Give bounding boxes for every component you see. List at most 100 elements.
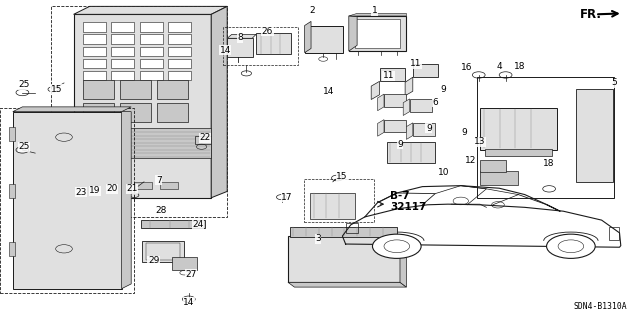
Text: 2: 2: [309, 6, 314, 15]
Text: 17: 17: [281, 193, 292, 202]
Text: 24: 24: [193, 220, 204, 229]
Bar: [310, 193, 355, 219]
Bar: [485, 149, 552, 156]
Text: 7: 7: [156, 176, 161, 185]
Polygon shape: [406, 123, 413, 139]
Bar: [83, 71, 106, 80]
Bar: [157, 103, 188, 122]
Text: 10: 10: [438, 168, 449, 177]
Text: 27: 27: [185, 270, 196, 279]
Bar: [9, 242, 15, 256]
Polygon shape: [227, 34, 256, 38]
Polygon shape: [288, 282, 406, 287]
Text: SDN4-B1310A: SDN4-B1310A: [573, 302, 627, 311]
Bar: [134, 182, 152, 189]
Text: 26: 26: [262, 27, 273, 36]
Text: FR.: FR.: [580, 8, 602, 21]
Text: 15: 15: [51, 85, 62, 94]
Bar: [349, 16, 406, 51]
Text: 28: 28: [156, 206, 167, 215]
Text: 16: 16: [461, 63, 473, 72]
Bar: [304, 179, 374, 222]
Text: 9: 9: [440, 85, 445, 94]
Bar: [120, 80, 151, 99]
Text: B-7
32117: B-7 32117: [390, 191, 427, 212]
Bar: [223, 27, 298, 65]
Bar: [413, 123, 435, 136]
Text: 23: 23: [75, 188, 86, 197]
Bar: [140, 71, 163, 80]
Bar: [111, 22, 134, 32]
Text: 6: 6: [433, 98, 438, 107]
Polygon shape: [74, 6, 227, 14]
Bar: [288, 236, 400, 282]
Text: 25: 25: [19, 142, 30, 151]
Text: 1: 1: [372, 6, 377, 15]
Text: 9: 9: [461, 128, 467, 137]
Bar: [355, 19, 400, 48]
Text: 13: 13: [474, 137, 486, 146]
Bar: [387, 142, 435, 163]
Text: 22: 22: [199, 133, 211, 142]
Text: 9: 9: [426, 124, 431, 133]
Polygon shape: [211, 6, 227, 198]
Bar: [168, 59, 191, 68]
Text: 29: 29: [148, 256, 159, 265]
Bar: [256, 33, 291, 54]
Bar: [77, 128, 211, 158]
Text: 21: 21: [126, 184, 138, 193]
Bar: [109, 182, 127, 189]
Bar: [13, 112, 122, 289]
Text: 25: 25: [19, 80, 30, 89]
Bar: [305, 26, 343, 53]
Bar: [160, 182, 178, 189]
Bar: [74, 14, 211, 198]
Bar: [9, 127, 15, 141]
Polygon shape: [403, 99, 410, 115]
Bar: [384, 120, 406, 132]
Bar: [410, 99, 432, 112]
Bar: [83, 182, 101, 189]
Polygon shape: [378, 94, 384, 111]
Bar: [120, 103, 151, 122]
Bar: [168, 34, 191, 44]
Polygon shape: [400, 237, 406, 287]
Bar: [140, 47, 163, 56]
Bar: [140, 59, 163, 68]
Text: 11: 11: [383, 71, 394, 80]
Text: 20: 20: [106, 184, 118, 193]
Bar: [9, 184, 15, 198]
Text: 18: 18: [543, 159, 555, 168]
Bar: [480, 108, 557, 150]
Polygon shape: [378, 120, 384, 136]
Circle shape: [372, 234, 421, 258]
Circle shape: [547, 234, 595, 258]
Bar: [168, 47, 191, 56]
Bar: [413, 64, 438, 77]
Bar: [83, 59, 106, 68]
Text: 12: 12: [465, 156, 476, 165]
Bar: [168, 71, 191, 80]
Text: 15: 15: [336, 172, 348, 181]
Bar: [83, 34, 106, 44]
Bar: [111, 71, 134, 80]
Bar: [157, 80, 188, 99]
Text: 11: 11: [410, 59, 422, 68]
Polygon shape: [305, 21, 311, 53]
Bar: [111, 34, 134, 44]
Bar: [140, 34, 163, 44]
Text: 14: 14: [183, 298, 195, 307]
Bar: [384, 94, 406, 107]
Bar: [480, 171, 518, 185]
Bar: [111, 59, 134, 68]
Bar: [609, 227, 619, 240]
Bar: [83, 103, 114, 122]
Polygon shape: [576, 89, 613, 182]
Bar: [0, 108, 134, 293]
Text: 9: 9: [397, 140, 403, 149]
Polygon shape: [371, 81, 380, 100]
Bar: [141, 220, 205, 228]
Text: 3: 3: [316, 234, 321, 243]
Bar: [480, 160, 506, 172]
Text: 19: 19: [89, 186, 100, 195]
